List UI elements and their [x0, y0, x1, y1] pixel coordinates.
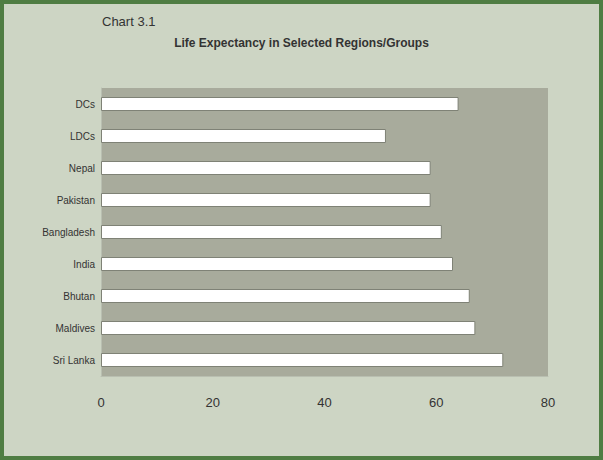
svg-text:LDCs: LDCs	[70, 131, 95, 142]
svg-text:Maldives: Maldives	[56, 323, 95, 334]
svg-text:DCs: DCs	[76, 99, 95, 110]
svg-text:60: 60	[429, 395, 443, 410]
svg-text:Chart 3.1: Chart 3.1	[102, 14, 155, 29]
svg-text:Sri Lanka: Sri Lanka	[53, 355, 96, 366]
svg-text:40: 40	[317, 395, 331, 410]
svg-text:20: 20	[206, 395, 220, 410]
svg-text:Bhutan: Bhutan	[63, 291, 95, 302]
svg-text:Pakistan: Pakistan	[57, 195, 95, 206]
svg-text:80: 80	[541, 395, 555, 410]
svg-text:Life Expectancy in Selected Re: Life Expectancy in Selected Regions/Grou…	[174, 36, 429, 50]
svg-text:India: India	[73, 259, 95, 270]
svg-text:Nepal: Nepal	[69, 163, 95, 174]
svg-text:0: 0	[97, 395, 104, 410]
svg-text:Bangladesh: Bangladesh	[42, 227, 95, 238]
